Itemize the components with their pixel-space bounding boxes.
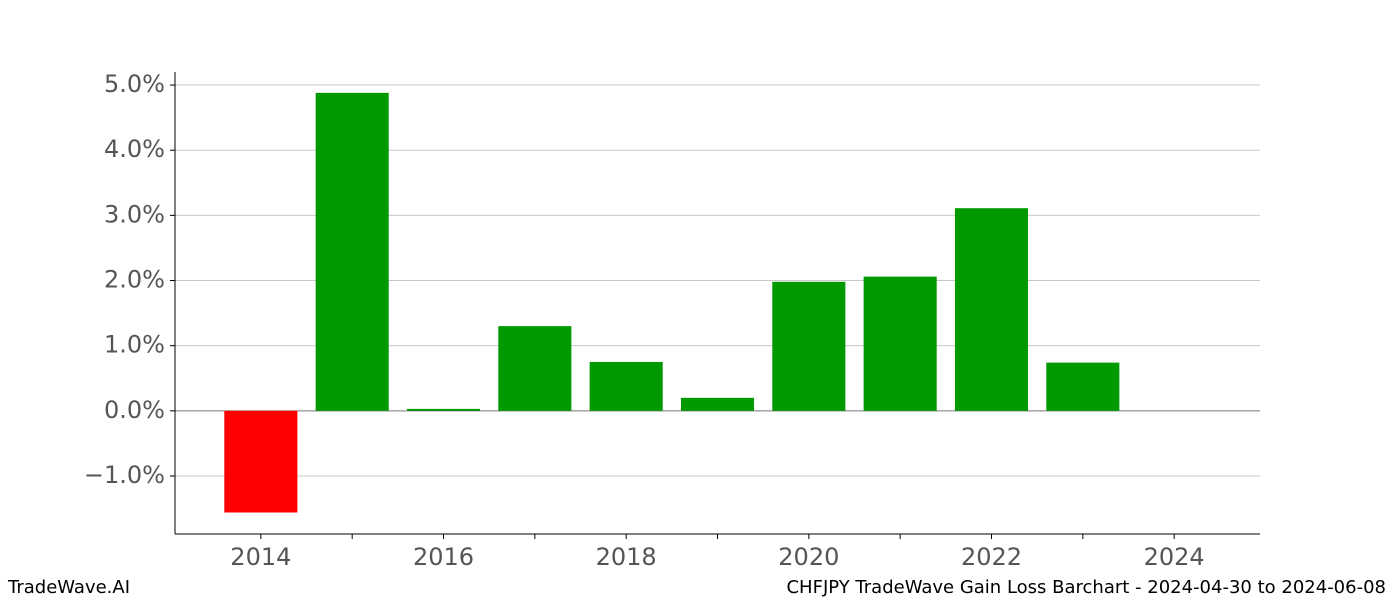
y-tick-label: 1.0% bbox=[104, 331, 165, 359]
x-tick-label: 2022 bbox=[961, 543, 1022, 571]
x-tick-label: 2020 bbox=[778, 543, 839, 571]
caption: CHFJPY TradeWave Gain Loss Barchart - 20… bbox=[786, 577, 1386, 598]
brand: TradeWave.AI bbox=[7, 577, 130, 598]
y-tick-label: −1.0% bbox=[84, 461, 165, 489]
bar bbox=[498, 326, 572, 411]
x-tick-label: 2024 bbox=[1144, 543, 1205, 571]
bar bbox=[1046, 362, 1120, 411]
y-tick-label: 0.0% bbox=[104, 396, 165, 424]
x-tick-label: 2016 bbox=[413, 543, 474, 571]
bar bbox=[315, 92, 389, 411]
bar bbox=[772, 281, 846, 411]
y-tick-label: 3.0% bbox=[104, 200, 165, 228]
bar bbox=[406, 408, 481, 411]
y-tick-label: 5.0% bbox=[104, 70, 165, 98]
y-tick-label: 4.0% bbox=[104, 135, 165, 163]
bar bbox=[224, 410, 298, 513]
bar bbox=[680, 397, 755, 411]
x-tick-label: 2018 bbox=[596, 543, 657, 571]
x-tick-label: 2014 bbox=[230, 543, 291, 571]
y-tick-label: 2.0% bbox=[104, 266, 165, 294]
bar bbox=[589, 361, 663, 411]
bar bbox=[954, 208, 1029, 411]
bar bbox=[863, 276, 937, 411]
